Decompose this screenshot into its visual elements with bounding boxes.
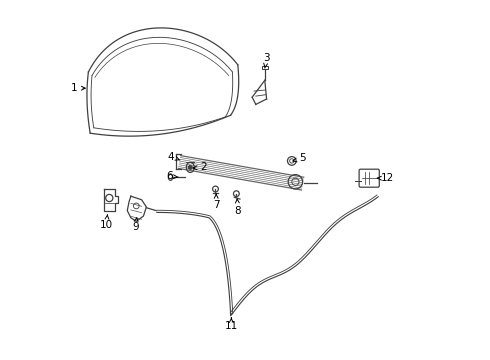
- Text: 10: 10: [100, 215, 113, 230]
- Text: 6: 6: [166, 171, 178, 181]
- Text: 12: 12: [377, 173, 394, 183]
- Text: 3: 3: [263, 53, 270, 68]
- Text: 9: 9: [132, 218, 139, 232]
- Text: 5: 5: [293, 153, 306, 163]
- Text: 2: 2: [193, 162, 207, 172]
- Text: 1: 1: [71, 83, 85, 93]
- Bar: [262, 66, 268, 69]
- Text: 11: 11: [225, 318, 238, 331]
- Text: 8: 8: [235, 199, 241, 216]
- Text: 4: 4: [168, 152, 180, 162]
- Circle shape: [189, 166, 192, 169]
- Text: 7: 7: [213, 194, 220, 210]
